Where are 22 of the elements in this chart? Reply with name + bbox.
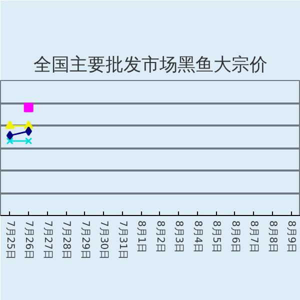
x-tick-label: 7月31日 <box>116 220 128 260</box>
x-tick-label: 7月29日 <box>79 220 90 260</box>
point <box>6 137 14 145</box>
x-tick-label: 8月5日 <box>210 220 222 254</box>
point <box>25 137 32 145</box>
point <box>25 126 32 136</box>
x-tick-label: 8月2日 <box>154 220 166 254</box>
x-tick-label: 7月27日 <box>42 220 53 260</box>
x-tick-label: 7月30日 <box>98 220 110 260</box>
x-tick-label: 7月28日 <box>60 220 72 260</box>
chart-title: 全国主要批发市场黑鱼大宗价 <box>34 54 268 76</box>
x-tick-label: 8月7日 <box>248 220 260 254</box>
x-tick-label: 7月26日 <box>23 220 34 260</box>
x-tick-label: 8月3日 <box>173 220 184 254</box>
x-tick-label: 8月9日 <box>286 220 297 254</box>
x-tick-label: 8月1日 <box>136 220 147 254</box>
x-tick-label: 7月25日 <box>4 220 16 260</box>
point <box>24 102 34 112</box>
x-tick-label: 8月8日 <box>266 220 278 254</box>
x-tick-label: 8月6日 <box>229 220 240 254</box>
point <box>6 130 14 140</box>
x-tick-label: 8月4日 <box>192 220 203 254</box>
